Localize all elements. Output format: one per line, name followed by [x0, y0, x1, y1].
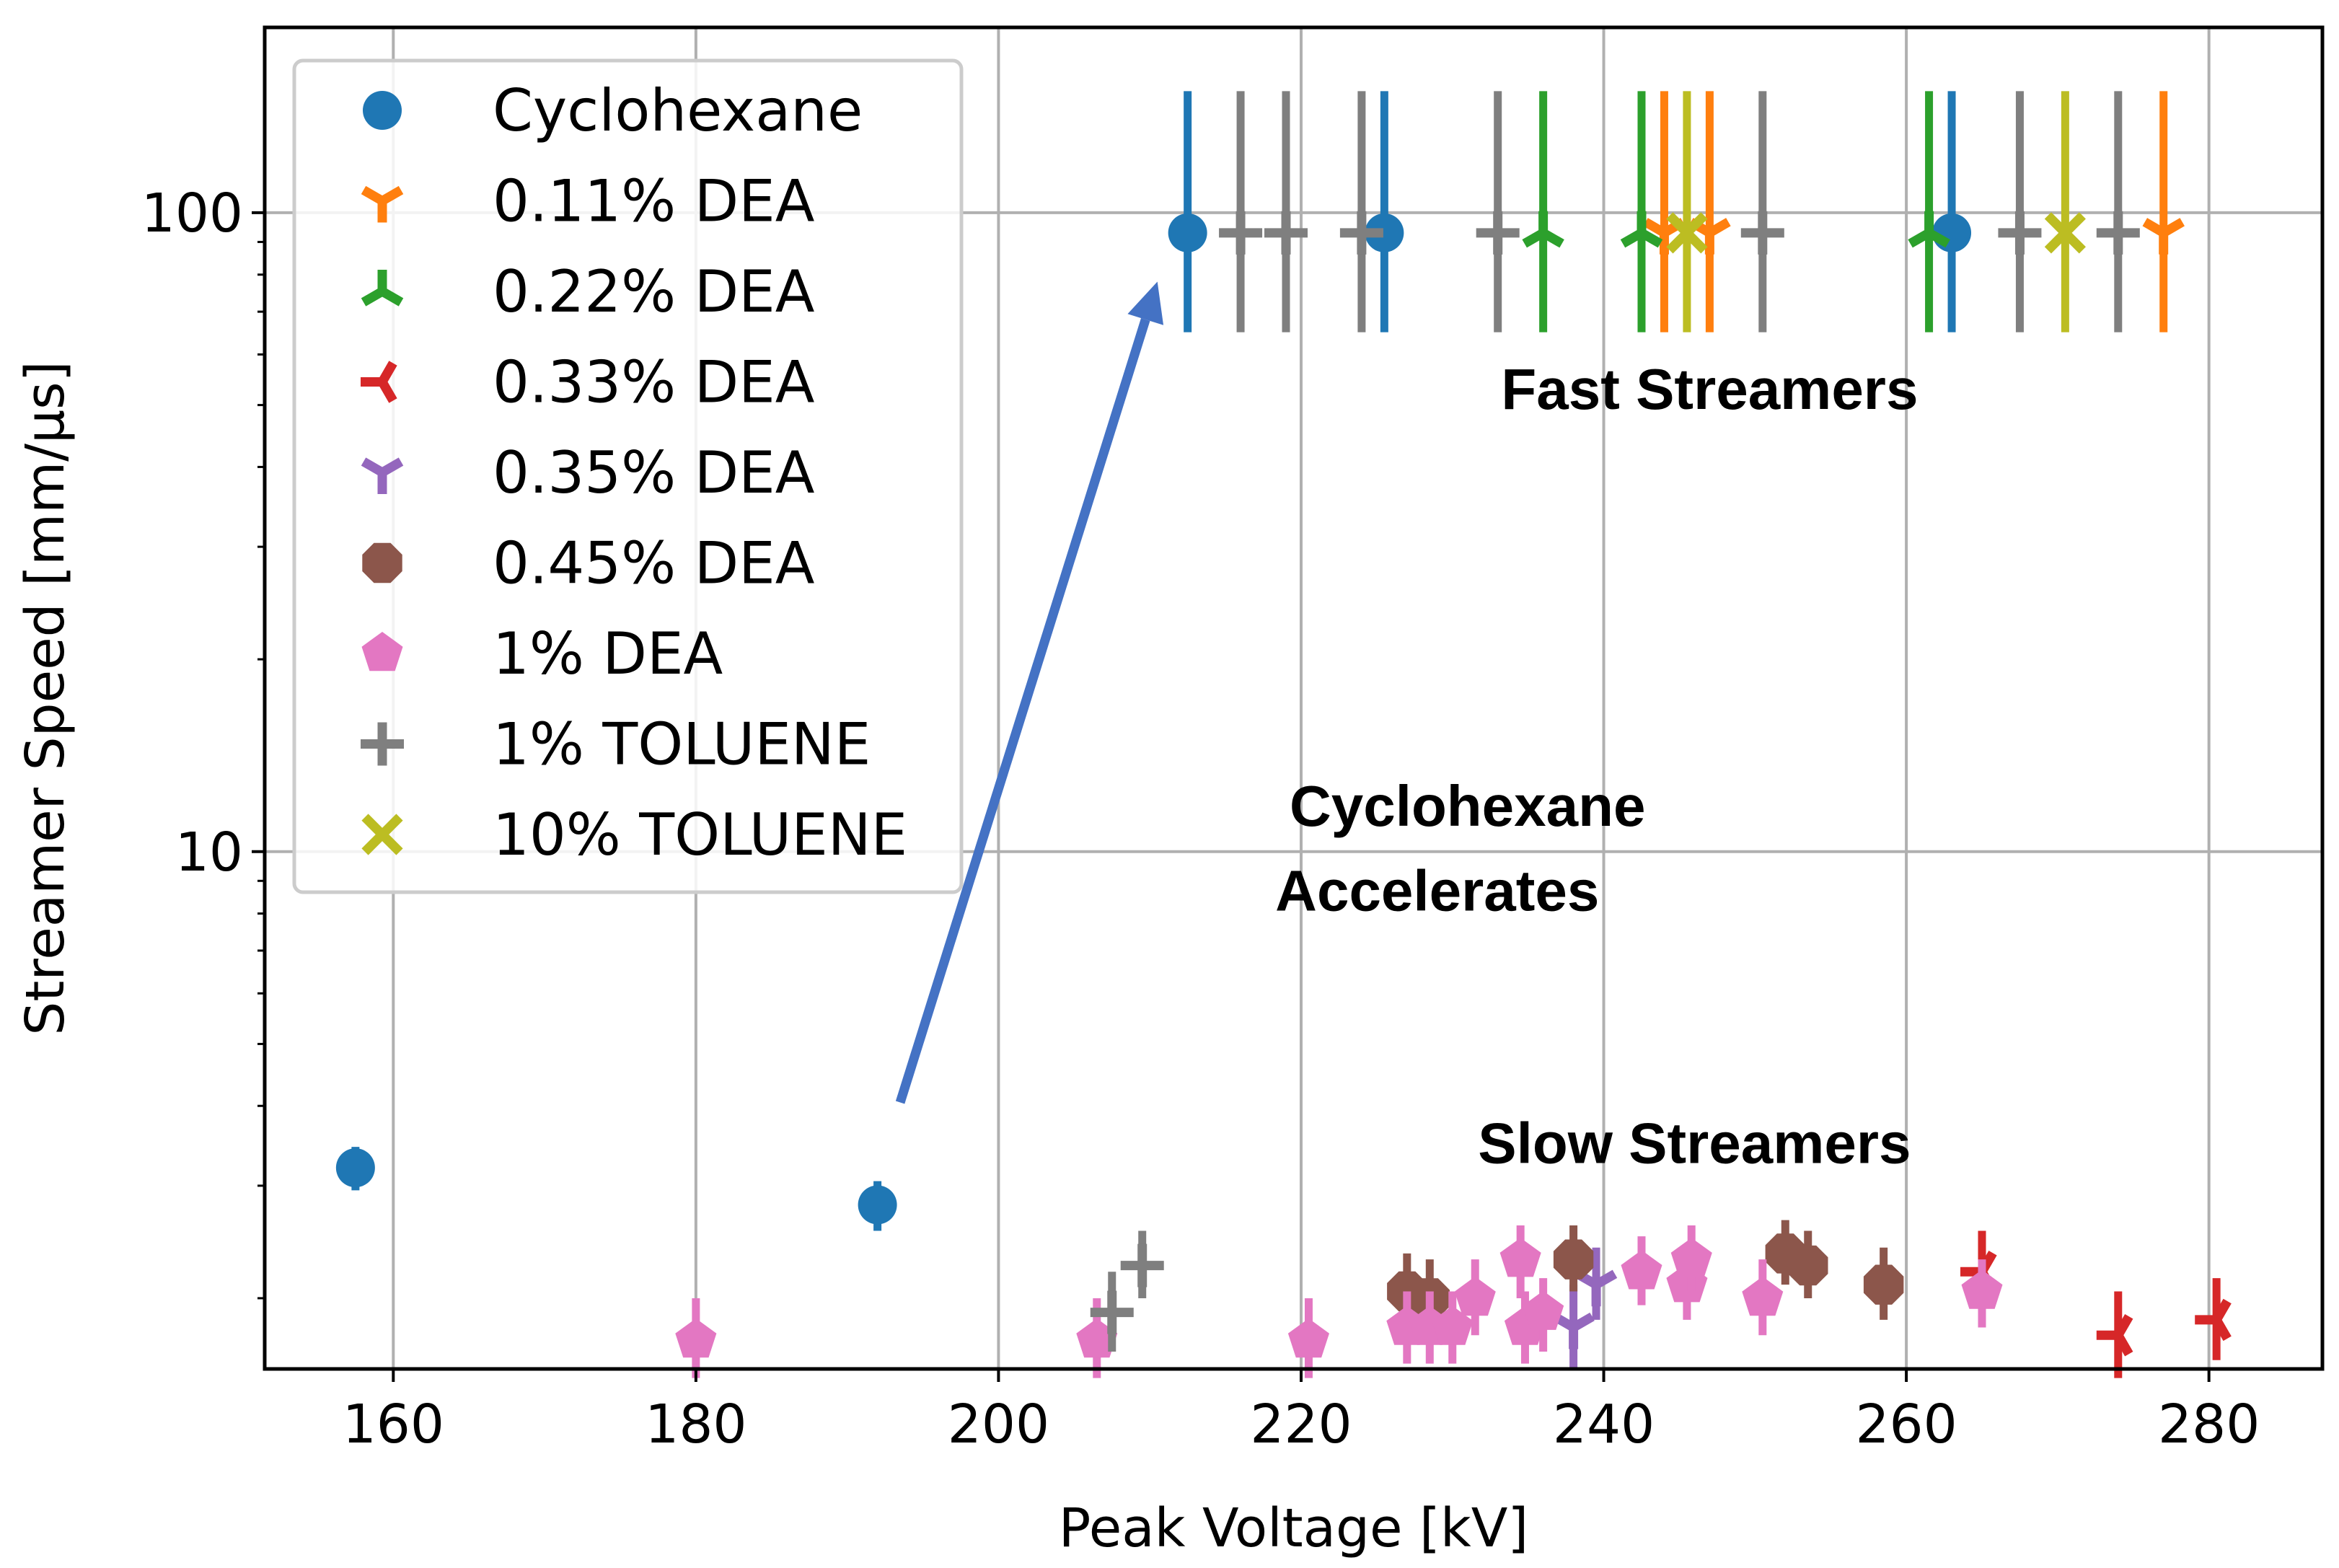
axes-frame — [263, 25, 2325, 1371]
legend-entry: 0.22% DEA — [361, 258, 815, 325]
series-10-toluene — [1666, 91, 2086, 332]
data-point — [1076, 1318, 1118, 1358]
legend-label: 1% TOLUENE — [493, 711, 871, 778]
y-tick-label: 100 — [141, 182, 243, 245]
annotation-cyclohexane: Cyclohexane — [1290, 774, 1646, 838]
legend-marker — [361, 270, 404, 307]
y-axis-label: Streamer Speed [mm/µs] — [14, 361, 76, 1035]
data-point — [1863, 1264, 1904, 1305]
x-tick-label: 200 — [948, 1393, 1049, 1455]
data-point — [1998, 211, 2042, 255]
legend-label: 0.11% DEA — [493, 168, 815, 235]
data-point — [1339, 211, 1383, 255]
data-point — [1120, 1243, 1164, 1287]
annotation-slow-streamers: Slow Streamers — [1478, 1111, 1911, 1176]
data-point — [1553, 1239, 1594, 1279]
x-tick-label: 220 — [1250, 1393, 1352, 1455]
series-1-toluene — [1090, 91, 2140, 1352]
arrow-head — [1127, 281, 1164, 325]
data-point — [1454, 1276, 1496, 1316]
x-tick-label: 280 — [2158, 1393, 2260, 1455]
data-point — [675, 1318, 717, 1358]
legend-marker — [361, 457, 404, 494]
data-point — [1168, 213, 1207, 252]
x-tick-label: 240 — [1553, 1393, 1655, 1455]
data-point — [1621, 1250, 1662, 1290]
data-point — [1219, 211, 1263, 255]
data-point — [1522, 211, 1564, 248]
x-tick-label: 260 — [1855, 1393, 1957, 1455]
plot-marks — [335, 91, 2232, 1378]
series-cyclohexane — [335, 91, 1972, 1231]
legend-entry: 1% DEA — [361, 620, 723, 687]
legend-marker — [361, 722, 404, 766]
legend-marker — [361, 361, 397, 403]
legend-label: 0.33% DEA — [493, 349, 815, 416]
x-tick-label: 160 — [343, 1393, 444, 1455]
ticks: 160 180 200 220 240 260 280 10 100 — [141, 182, 2260, 1455]
data-point — [1740, 211, 1784, 255]
legend-label: 0.22% DEA — [493, 258, 815, 325]
data-point — [1670, 1238, 1712, 1277]
legend-label: 0.35% DEA — [493, 439, 815, 506]
data-point — [2044, 212, 2086, 254]
data-point — [335, 1148, 375, 1188]
data-point — [1620, 211, 1663, 248]
annotation-accelerates: Accelerates — [1275, 858, 1599, 922]
data-point — [1264, 211, 1308, 255]
legend-marker — [361, 632, 403, 671]
data-point — [1476, 211, 1520, 255]
data-point — [1365, 213, 1404, 252]
annotation-layer: Fast Streamers Slow Streamers Cyclohexan… — [1275, 357, 1918, 1175]
data-point — [1666, 212, 1708, 254]
arrow-shaft — [895, 318, 1150, 1104]
x-axis-label: Peak Voltage [kV] — [1059, 1497, 1529, 1559]
x-tick-label: 180 — [645, 1393, 746, 1455]
data-point — [2096, 1314, 2133, 1357]
data-point — [1499, 1238, 1541, 1277]
legend-frame — [292, 58, 964, 894]
legend-marker — [361, 185, 404, 223]
y-tick-label: 10 — [175, 822, 243, 884]
data-point — [1090, 1290, 1134, 1334]
legend-marker — [362, 542, 402, 583]
series-0-11-dea — [1643, 91, 2185, 332]
legend-label: Cyclohexane — [493, 77, 863, 144]
legend-entry: Cyclohexane — [363, 77, 863, 144]
legend-entry: 10% TOLUENE — [361, 801, 907, 868]
legend-entry: 0.35% DEA — [361, 439, 815, 506]
data-point — [2096, 211, 2140, 255]
data-point — [2195, 1298, 2232, 1342]
data-point — [1961, 1269, 2003, 1309]
data-point — [858, 1185, 897, 1225]
data-point — [1908, 211, 1950, 248]
data-point — [1742, 1276, 1784, 1316]
legend: Cyclohexane 0.11% DEA 0.22% DEA 0.33% DEA 0.… — [292, 58, 964, 894]
data-point — [1523, 1290, 1564, 1330]
legend-entry: 0.33% DEA — [361, 349, 815, 416]
legend-label: 10% TOLUENE — [493, 801, 907, 868]
legend-entry: 0.45% DEA — [362, 530, 815, 597]
annotation-fast-streamers: Fast Streamers — [1501, 357, 1918, 421]
legend-label: 0.45% DEA — [493, 530, 815, 597]
data-point — [2142, 218, 2185, 255]
data-point — [1788, 1245, 1828, 1286]
legend-entry: 1% TOLUENE — [361, 711, 871, 778]
legend-entry: 0.11% DEA — [361, 168, 815, 235]
legend-marker — [361, 814, 403, 855]
series-1-dea — [675, 1225, 2003, 1378]
data-point — [1287, 1318, 1329, 1358]
series-0-22-dea — [1522, 91, 1950, 332]
legend-label: 1% DEA — [493, 620, 723, 687]
legend-marker — [363, 91, 402, 130]
